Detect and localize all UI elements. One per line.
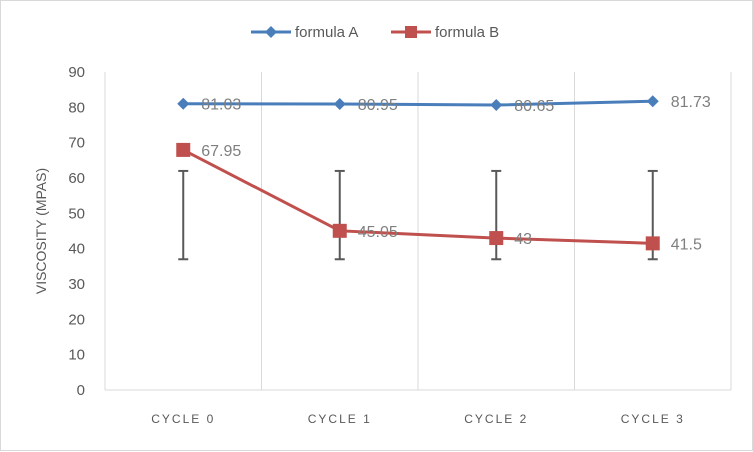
y-tick-label: 50 (68, 205, 85, 222)
data-label: 67.95 (201, 143, 241, 160)
data-label: 81.73 (671, 94, 711, 111)
data-point-diamond (646, 95, 659, 108)
data-point-square (489, 231, 504, 246)
y-tick-label: 70 (68, 135, 85, 152)
data-label: 41.5 (671, 236, 702, 253)
y-tick-label: 10 (68, 347, 85, 364)
series-line-0 (183, 99, 653, 107)
y-tick-label: 20 (68, 311, 85, 328)
data-label: 80.95 (358, 97, 398, 114)
data-point-diamond (177, 97, 190, 110)
data-point-diamond (490, 99, 503, 112)
data-label: 80.65 (514, 98, 554, 115)
y-tick-label: 30 (68, 276, 85, 293)
series-line-1 (182, 148, 653, 245)
legend-square-icon (405, 26, 417, 38)
data-label: 43 (514, 231, 532, 248)
legend-label: formula A (295, 24, 358, 41)
x-tick-label: CYCLE 3 (621, 412, 685, 426)
data-label: 81.03 (201, 97, 241, 114)
legend-label: formula B (435, 24, 499, 41)
data-point-square (332, 223, 347, 238)
data-point-square (176, 142, 191, 157)
y-tick-label: 80 (68, 99, 85, 116)
y-tick-label: 40 (68, 241, 85, 258)
x-tick-label: CYCLE 1 (308, 412, 372, 426)
y-tick-label: 0 (77, 382, 85, 399)
x-tick-label: CYCLE 2 (464, 412, 528, 426)
y-tick-label: 60 (68, 170, 85, 187)
data-point-square (645, 236, 660, 251)
data-label: 45.05 (358, 224, 398, 241)
legend-diamond-icon (265, 26, 277, 38)
data-point-diamond (333, 97, 346, 110)
x-tick-label: CYCLE 0 (151, 412, 215, 426)
y-axis-title: VISCOSITY (MPAS) (33, 168, 49, 294)
y-tick-label: 90 (68, 64, 85, 81)
